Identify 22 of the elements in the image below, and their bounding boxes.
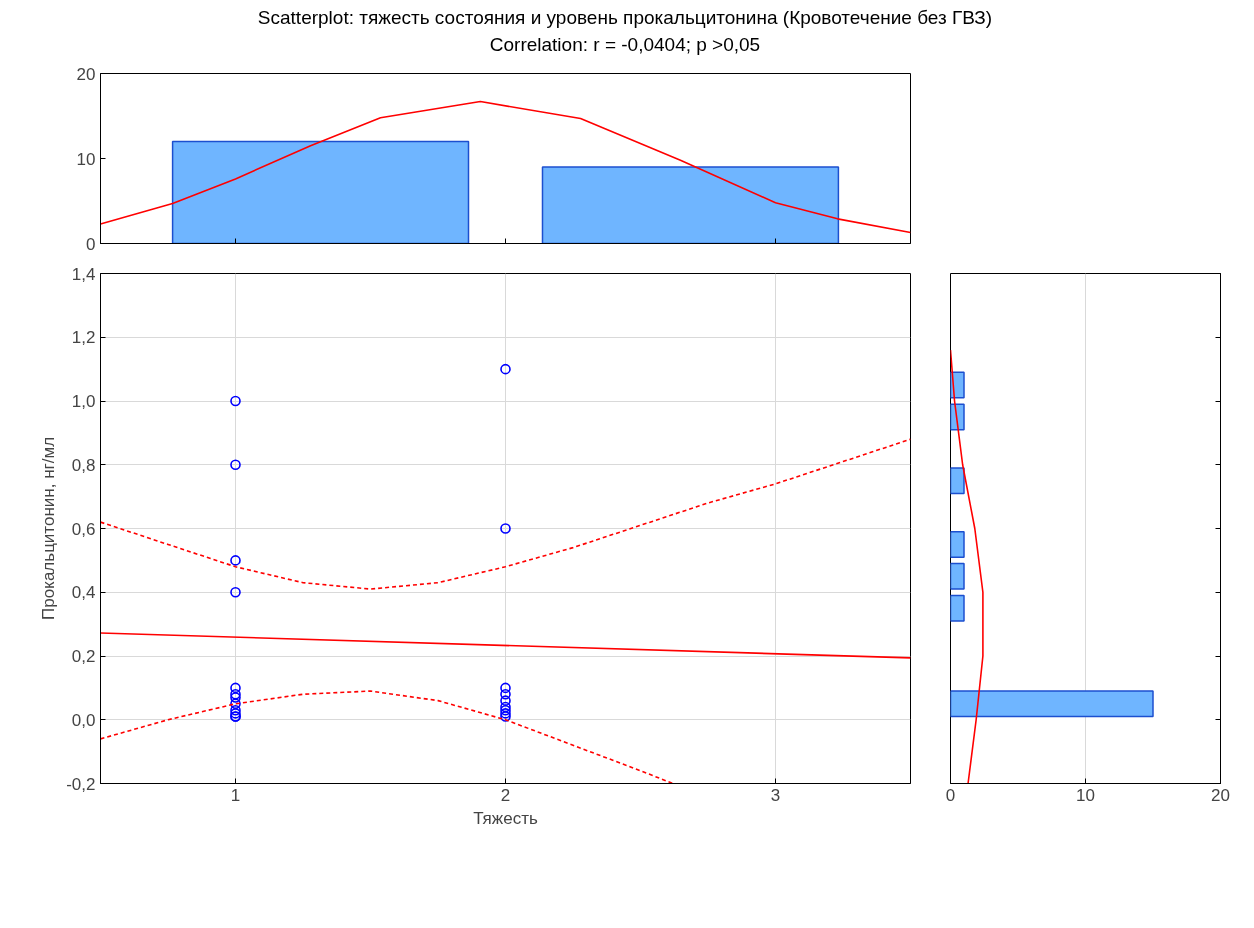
y-axis-title: Прокальцитонин, нг/мл — [39, 437, 59, 621]
y-tick-label: 0,0 — [71, 710, 96, 730]
y-tick-label: 0,8 — [71, 455, 96, 475]
x-tick-label: 1 — [230, 785, 241, 805]
x-tick-label: 2 — [500, 785, 511, 805]
x-axis-title: Тяжесть — [473, 808, 538, 828]
y-tick-label: 1,2 — [71, 328, 96, 348]
chart-title: Scatterplot: тяжесть состояния и уровень прокальцитонина (Кровотечение без ГВЗ) — [257, 6, 993, 30]
x-tick-label: 0 — [945, 785, 956, 805]
y-tick-label: 10 — [76, 149, 96, 169]
x-tick-label: 10 — [1076, 785, 1095, 805]
chart-subtitle: Correlation: r = -0,0404; p >0,05 — [488, 32, 762, 57]
y-tick-label: 1,0 — [71, 392, 96, 412]
x-tick-label: 20 — [1211, 785, 1230, 805]
y-tick-label: 0 — [86, 234, 96, 254]
x-tick-label: 3 — [770, 785, 781, 805]
y-tick-label: -0,2 — [66, 774, 96, 794]
y-tick-label: 0,6 — [71, 519, 96, 539]
y-tick-label: 0,4 — [71, 583, 96, 603]
y-tick-label: 0,2 — [71, 647, 96, 667]
y-tick-label: 20 — [76, 64, 96, 84]
y-tick-label: 1,4 — [71, 264, 96, 284]
